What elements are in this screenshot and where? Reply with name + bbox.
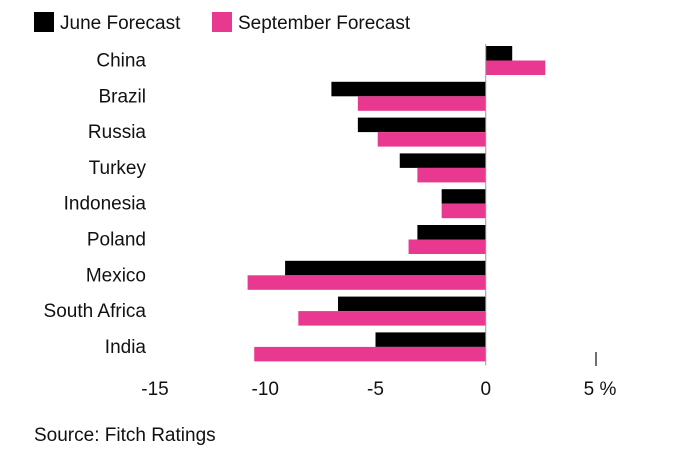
x-axis: -15 -10 -5 0 5 % [141,44,616,400]
bar-september-forecast [408,239,486,254]
bar-june-forecast [331,81,486,97]
bar-june-forecast [285,260,486,276]
bar-september-forecast [298,311,486,326]
bar-june-forecast [357,117,486,133]
legend-swatch-june [34,12,54,32]
bar-september-forecast [485,60,546,75]
bar-june-forecast [485,46,513,61]
bar-june-forecast [338,296,486,312]
legend-label-june: June Forecast [60,13,181,34]
category-label: Poland [87,230,146,251]
x-tick-label: -5 [367,379,384,400]
category-label: Russia [88,122,147,143]
bar-september-forecast [247,275,486,290]
category-label: Indonesia [64,194,147,215]
category-label: South Africa [44,301,147,322]
bar-september-forecast [357,96,486,111]
source-note: Source: Fitch Ratings [34,425,216,446]
bar-june-forecast [417,225,486,240]
bars [247,46,546,362]
category-label: Turkey [89,158,147,179]
category-labels: China Brazil Russia Turkey Indonesia Poland Me… [44,51,147,358]
legend: June Forecast September Forecast [34,12,411,34]
category-label: China [96,51,146,72]
legend-swatch-september [212,12,232,32]
x-tick-label: -10 [252,379,279,400]
bar-june-forecast [375,332,486,347]
bar-june-forecast [441,189,486,204]
bar-september-forecast [377,132,486,147]
category-label: India [105,337,147,358]
category-label: Mexico [86,265,146,286]
x-tick-label: 0 [480,379,491,400]
bar-september-forecast [441,203,486,219]
x-tick-label: -15 [141,379,168,400]
bar-september-forecast [417,167,486,183]
x-tick-label: 5 % [584,379,617,400]
legend-label-september: September Forecast [238,13,411,34]
bar-june-forecast [399,153,486,168]
category-label: Brazil [98,86,146,107]
bar-september-forecast [254,346,486,362]
